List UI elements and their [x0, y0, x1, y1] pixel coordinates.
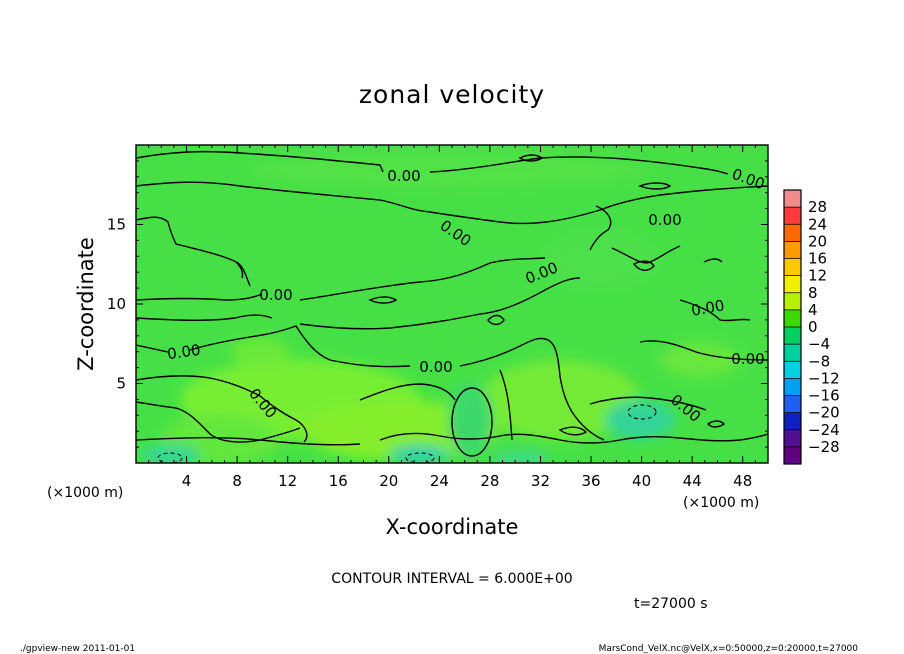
colorbar-swatch — [784, 224, 801, 242]
source-footer: MarsCond_VelX.nc@VelX,x=0:50000,z=0:2000… — [599, 644, 859, 654]
y-axis-title: Z-coordinate — [74, 237, 98, 371]
colorbar-label: 4 — [808, 301, 818, 319]
y-tick-label: 5 — [116, 375, 126, 393]
colorbar-label: 8 — [808, 284, 818, 302]
colorbar-swatch — [784, 207, 801, 225]
colorbar-swatch — [784, 395, 801, 414]
contour-label: 0.00 — [387, 167, 420, 185]
y-axis: 5 10 15 — [107, 160, 768, 448]
contour-interval: CONTOUR INTERVAL = 6.000E+00 — [331, 571, 572, 587]
colorbar-label: −8 — [808, 352, 830, 370]
colorbar-swatch — [784, 429, 801, 448]
colorbar-swatch — [784, 378, 801, 396]
velocity-field: 0.00 0.00 0.00 0.00 0.00 0.00 0.00 0.00 … — [136, 145, 768, 463]
x-tick-label: 20 — [379, 472, 398, 490]
colorbar-swatch — [784, 446, 801, 465]
colorbar-label: 16 — [808, 250, 827, 268]
colorbar-swatch — [784, 275, 801, 294]
contour-lines — [136, 150, 768, 457]
colorbar-swatch — [784, 309, 801, 328]
x-tick-label: 28 — [480, 472, 499, 490]
x-tick-label: 16 — [329, 472, 348, 490]
x-tick-label: 4 — [182, 472, 192, 490]
contour-label: 0.00 — [166, 341, 202, 363]
colorbar-label: 12 — [808, 267, 827, 285]
colorbar-label: −4 — [808, 335, 830, 353]
x-tick-label: 24 — [430, 472, 449, 490]
x-axis: 4 8 12 16 20 24 28 32 36 40 44 48 — [148, 145, 756, 490]
x-tick-label: 36 — [581, 472, 600, 490]
colorbar-label: 20 — [808, 232, 827, 250]
contour-label: 0.00 — [648, 211, 681, 229]
colorbar-swatch — [784, 344, 801, 362]
time-label: t=27000 s — [634, 596, 708, 612]
x-tick-label: 32 — [531, 472, 550, 490]
contour-label: 0.00 — [259, 286, 292, 304]
y-tick-label: 15 — [107, 216, 126, 234]
y-tick-label: 10 — [107, 295, 126, 313]
contour-label: 0.00 — [731, 350, 764, 368]
x-tick-label: 12 — [278, 472, 297, 490]
colorbar-label: −12 — [808, 369, 840, 387]
colorbar-swatch — [784, 241, 801, 259]
x-axis-unit: (×1000 m) — [683, 495, 759, 511]
colorbar-swatch — [784, 190, 801, 208]
contour-label: 0.00 — [419, 358, 452, 376]
x-tick-label: 40 — [632, 472, 651, 490]
x-tick-label: 44 — [683, 472, 702, 490]
chart-title: zonal velocity — [359, 80, 545, 109]
program-footer: ./gpview-new 2011-01-01 — [20, 644, 135, 654]
colorbar-swatch — [784, 412, 801, 431]
x-axis-title: X-coordinate — [386, 515, 519, 539]
colorbar-swatch — [784, 292, 801, 311]
colorbar-label: −16 — [808, 387, 840, 405]
x-tick-label: 48 — [733, 472, 752, 490]
colorbar-swatch — [784, 258, 801, 277]
x-tick-label: 8 — [232, 472, 242, 490]
colorbar-label: −20 — [808, 404, 840, 422]
colorbar-label: −24 — [808, 421, 840, 439]
colorbar-swatch — [784, 361, 801, 379]
colorbar-label: 24 — [808, 215, 827, 233]
colorbar-label: 28 — [808, 198, 827, 216]
contour-label: 0.00 — [690, 296, 726, 320]
colorbar-swatch — [784, 327, 801, 345]
colorbar-label: 0 — [808, 318, 818, 336]
y-axis-unit: (×1000 m) — [47, 485, 123, 501]
colorbar-label: −28 — [808, 438, 840, 456]
